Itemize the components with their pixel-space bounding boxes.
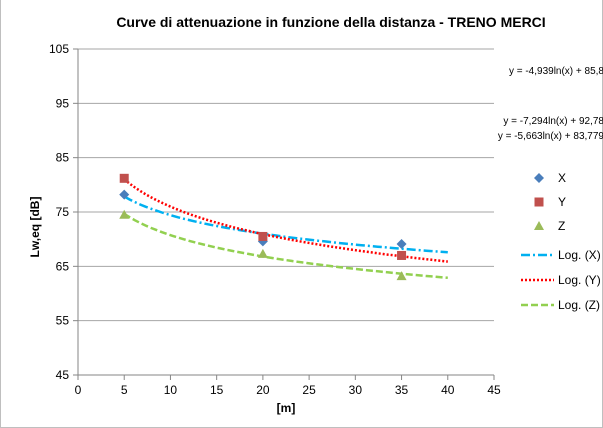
point-z-0 xyxy=(119,209,130,219)
legend-label-y: Y xyxy=(558,195,566,209)
legend-label-x: X xyxy=(558,171,566,185)
legend-label-log-z: Log. (Z) xyxy=(558,298,600,312)
data-points xyxy=(119,173,407,281)
point-y-2 xyxy=(397,250,407,260)
point-x-0 xyxy=(119,189,130,200)
legend-label-log-y: Log. (Y) xyxy=(558,273,601,287)
trendline-equations: y = -4,939ln(x) + 85,8 y = -7,294ln(x) + … xyxy=(498,66,603,142)
trendlines xyxy=(123,178,448,280)
x-axis-label: [m] xyxy=(277,401,296,415)
chart-title: Curve di attenuazione in funzione della … xyxy=(116,14,545,30)
x-tick-label-45: 45 xyxy=(487,383,501,397)
x-tick-labels: 0 5 10 15 20 25 30 35 40 45 xyxy=(75,383,501,397)
legend: XYZ Log. (X) Log. (Y) Log. (Z) xyxy=(521,171,601,312)
y-tick-label-65: 65 xyxy=(56,259,70,273)
y-tick-label-55: 55 xyxy=(56,314,70,328)
legend-marker-y xyxy=(534,197,544,207)
x-tick-label-20: 20 xyxy=(256,383,270,397)
point-x-2 xyxy=(396,239,407,250)
equation-log-y: y = -7,294ln(x) + 92,78 xyxy=(503,116,603,127)
legend-marker-x xyxy=(534,173,544,183)
x-tick-label-40: 40 xyxy=(441,383,455,397)
x-tick-label-10: 10 xyxy=(164,383,178,397)
x-tick-label-15: 15 xyxy=(210,383,224,397)
y-tick-label-85: 85 xyxy=(56,151,70,165)
trendline-log-y xyxy=(123,178,448,263)
x-tick-label-25: 25 xyxy=(302,383,316,397)
x-tick-label-5: 5 xyxy=(121,383,128,397)
point-z-1 xyxy=(257,248,268,258)
gridlines xyxy=(78,48,494,322)
x-tick-label-35: 35 xyxy=(395,383,409,397)
axes xyxy=(73,48,495,380)
equation-log-x: y = -4,939ln(x) + 85,8 xyxy=(509,66,603,77)
point-y-1 xyxy=(258,231,268,241)
legend-label-log-x: Log. (X) xyxy=(558,248,601,262)
legend-label-z: Z xyxy=(558,219,565,233)
y-tick-label-75: 75 xyxy=(56,205,70,219)
trendline-log-x xyxy=(123,195,448,254)
point-y-0 xyxy=(119,173,129,183)
x-tick-label-30: 30 xyxy=(349,383,363,397)
y-axis-label: Lw,eq [dB] xyxy=(28,197,42,258)
y-tick-label-45: 45 xyxy=(56,368,70,382)
y-tick-labels: 45 55 65 75 85 95 105 xyxy=(49,42,69,382)
equation-log-z: y = -5,663ln(x) + 83,779 xyxy=(498,131,603,142)
y-tick-label-95: 95 xyxy=(56,96,70,110)
y-tick-label-105: 105 xyxy=(49,42,69,56)
point-z-2 xyxy=(396,271,407,281)
x-tick-label-0: 0 xyxy=(75,383,82,397)
legend-marker-z xyxy=(534,221,544,230)
